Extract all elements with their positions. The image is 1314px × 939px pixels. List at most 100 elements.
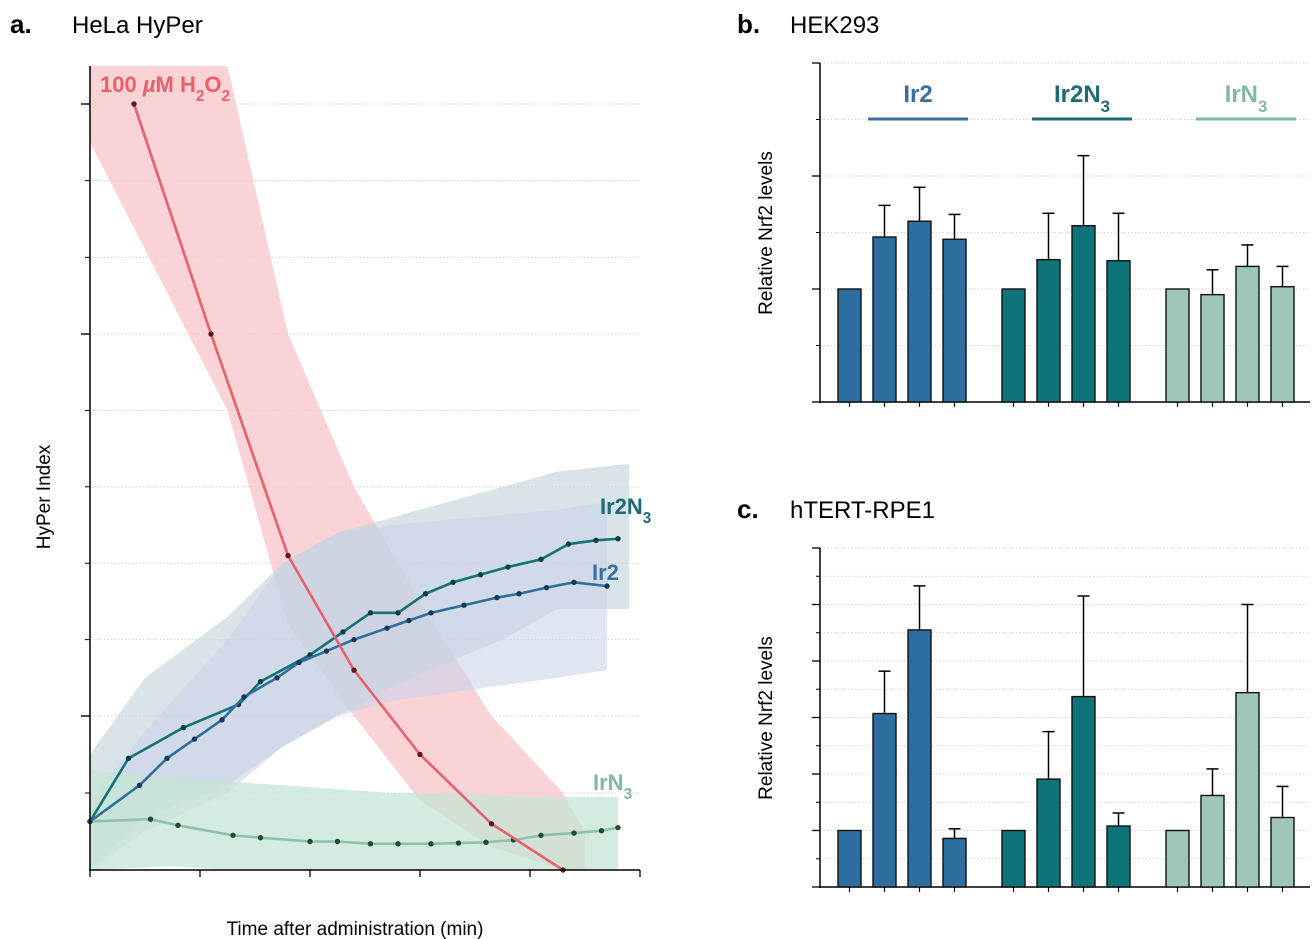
data-point [191, 736, 198, 742]
label-ir2n3-label_sub1: 3 [643, 510, 652, 527]
panel-a-ylabel: HyPer Index [34, 444, 55, 549]
label-h2o2-label_m: M H [156, 72, 196, 97]
data-point [483, 839, 489, 845]
data-point [538, 556, 544, 563]
data-point [175, 822, 181, 829]
data-point [488, 821, 495, 827]
bar [1270, 286, 1295, 403]
panel-a-xlabel: Time after administration (min) [227, 919, 484, 939]
panel-c-letter: c. [737, 494, 759, 524]
data-point [538, 832, 544, 839]
data-point [334, 838, 341, 845]
data-point [543, 584, 550, 591]
bar [1200, 794, 1225, 888]
data-point [367, 841, 374, 847]
bar [907, 220, 932, 403]
bar [1036, 258, 1061, 403]
group-header-label_main: Ir2 [903, 81, 932, 108]
panel-b: b. HEK293 Relative Nrf2 levels Ir2 Ir2N3 I… [737, 9, 1310, 407]
data-point [351, 636, 357, 643]
data-point [428, 841, 434, 847]
group-header: IrN3 [1225, 81, 1268, 116]
data-point [241, 694, 247, 700]
data-point [422, 591, 429, 597]
panel-a-title: HeLa HyPer [72, 12, 203, 39]
bar [1165, 288, 1190, 403]
bar [1200, 293, 1225, 403]
data-point [285, 552, 291, 559]
data-point [494, 594, 500, 601]
bar [942, 238, 967, 403]
data-point [516, 591, 522, 597]
bar [872, 236, 897, 403]
data-point [384, 625, 390, 631]
label-h2o2-label_main: 100 [100, 72, 143, 97]
data-point [257, 834, 264, 841]
bar [1235, 691, 1260, 888]
bar [1165, 829, 1190, 888]
data-point [461, 602, 467, 608]
label-irn3: IrN3 [593, 770, 632, 803]
data-point [428, 610, 434, 616]
label-h2o2-label_sub2: 2 [222, 88, 231, 105]
bar [1106, 825, 1131, 888]
label-irn3-label_sub1: 3 [624, 786, 633, 803]
panel-b-title: HEK293 [790, 12, 879, 39]
data-point [455, 840, 462, 846]
data-point [565, 541, 572, 547]
data-point [147, 816, 154, 822]
data-point [615, 536, 621, 542]
data-point [593, 537, 599, 543]
bar [837, 829, 862, 888]
group-header: Ir2N3 [1054, 81, 1110, 116]
bar [1235, 265, 1260, 403]
data-point [571, 830, 577, 836]
data-point [615, 824, 621, 831]
bar [837, 288, 862, 403]
data-point [274, 675, 280, 681]
bar [1036, 778, 1061, 888]
data-point [604, 583, 610, 589]
data-point [395, 841, 401, 847]
panel-b-plot: Ir2 Ir2N3 IrN3 [812, 62, 1310, 407]
data-point [417, 751, 423, 758]
data-point [340, 629, 346, 635]
label-ir2n3: Ir2N3 [600, 494, 651, 527]
group-header-label_sub1: 3 [1101, 97, 1110, 116]
data-point [477, 571, 484, 578]
data-point [208, 331, 214, 337]
label-h2o2: 100 µM H2O2 [100, 72, 230, 105]
label-h2o2-label_o: O [204, 72, 221, 97]
label-h2o2-label_sub1: 2 [196, 88, 205, 105]
data-point [395, 610, 401, 616]
panel-c-title: hTERT-RPE1 [790, 497, 935, 524]
label-ir2: Ir2 [592, 560, 619, 585]
bar [1071, 225, 1096, 403]
data-point [230, 832, 236, 839]
panel-a-bands [90, 66, 629, 870]
error-band [90, 502, 607, 870]
data-point [351, 667, 357, 673]
bar [872, 712, 897, 888]
group-header: Ir2 [903, 81, 932, 108]
bar [1106, 260, 1131, 403]
data-point [505, 564, 511, 570]
panel-a-lines [87, 101, 621, 873]
panel-c: c. hTERT-RPE1 Relative Nrf2 levels [737, 494, 1310, 892]
bar [942, 837, 967, 888]
data-point [406, 617, 412, 624]
data-point [296, 659, 302, 666]
label-irn3-label_main: IrN [593, 770, 624, 795]
group-header-label_main: IrN [1225, 81, 1258, 108]
panel-a-axes [81, 66, 641, 877]
panel-c-plot [812, 547, 1310, 892]
data-point [323, 648, 330, 654]
data-point [598, 828, 605, 834]
panel-a-letter: a. [10, 9, 32, 39]
data-point [367, 610, 374, 616]
bar [1001, 288, 1026, 403]
label-ir2n3-label_main: Ir2N [600, 494, 643, 519]
data-point [571, 579, 577, 585]
